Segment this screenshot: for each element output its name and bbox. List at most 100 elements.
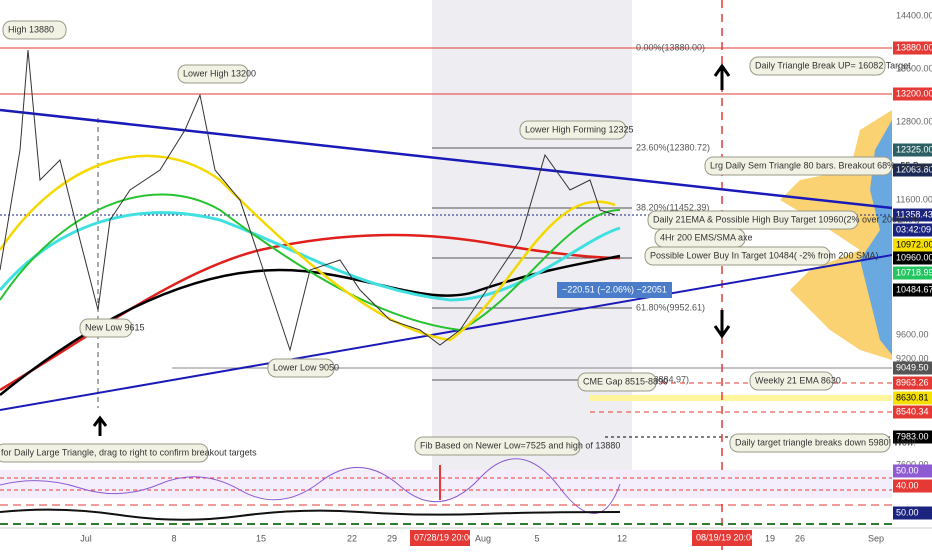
callout [749,56,886,76]
price-tick: 9200.00 [896,353,929,363]
price-badge-label: 10718.99 [896,267,932,277]
time-label: 19 [765,533,775,543]
price-badge-label: 40.00 [896,480,919,490]
price-badge [893,506,932,520]
volume-profile [780,110,892,360]
callout-text: 4Hr 200 EMS/SMA axe [660,232,753,242]
fib-label: 61.80%(9952.61) [636,302,705,312]
price-badge-label: 9049.50 [896,362,929,372]
ma-green [0,193,621,332]
price-badge [893,376,932,390]
volume-profile [860,120,892,355]
callout-text: Lower Low 9050 [273,362,339,372]
time-badge-label: 08/19/19 20:00 [696,532,756,542]
price-tick: 11600.00 [896,194,932,204]
price-badge-label: 03:42:09 [896,224,931,234]
time-label: Sep [868,533,884,543]
price-tick: 13600.00 [896,63,932,73]
measure-box [557,282,672,298]
callout [644,246,831,266]
fib-label: 23.60%(12380.72) [636,142,710,152]
callout-text: Lower High Forming 12325 [525,124,634,134]
price-badge [893,223,932,237]
price-badge [893,391,932,405]
callout-text: Possible Lower Buy In Target 10484( -2% … [650,250,878,260]
callout-text: Weekly 21 EMA 8630 [755,375,841,385]
triangle-lower [0,254,893,411]
price-badge [893,266,932,280]
callout [0,443,209,463]
callout [79,318,133,338]
time-label: 22 [347,533,357,543]
callout-text: Fib Based on Newer Low=7525 and high of … [420,440,620,450]
price-badge [893,430,932,444]
measure-label: −220.51 (−2.06%) −22051 [562,284,667,294]
price-badge-label: 10972.00 [896,239,932,249]
time-badge [692,530,752,546]
price-tick: 14400.00 [896,10,932,20]
price-badge [893,41,932,55]
callout [2,20,67,40]
rsi-line [0,458,621,514]
osc-line [0,508,621,521]
price-tick: 9600.00 [896,329,929,339]
callout-text: for Daily Large Triangle, drag to right … [1,447,257,457]
price-badge-label: 11358.43 [896,209,932,219]
price-badge [893,464,932,478]
callout [577,372,657,392]
callout [749,371,834,391]
price-badge-label: 10960.00 [896,252,932,262]
fib-label: 38.20%(11452.39) [636,202,709,212]
callout [647,210,859,230]
time-label: 26 [795,533,805,543]
rsi-pane [0,470,892,498]
price-badge-label: 50.00 [896,465,919,475]
price-badge [893,479,932,493]
price-tick: 7600.00 [896,459,929,469]
time-label: 8 [171,533,176,543]
ma-yellow [0,154,616,342]
price-badge [893,361,932,375]
time-label: 29 [387,533,397,543]
arrows [92,63,731,436]
price-badge [893,238,932,252]
price-badge-label: 50.00 [896,507,919,517]
level-band [590,395,892,401]
price-badge [893,208,932,222]
triangle-upper [0,108,893,210]
callout-text: High 13880 [8,24,54,34]
price-badge-label: 8963.26 [896,377,929,387]
price-badge [893,405,932,419]
fib-label: 0.00%(13880.00) [636,42,705,52]
ma-cyan [0,211,621,302]
time-label: 15 [256,533,266,543]
callout [414,436,581,456]
price-badge-label: 12325.00 [896,144,932,154]
price-badge [893,87,932,101]
price-badge-label: 7983.00 [896,431,929,441]
price-badge-label: 12063.80 [896,164,932,174]
price-badge-label: 8630.81 [896,392,929,402]
callout-text: New Low 9615 [85,322,145,332]
price-path [0,49,616,352]
callout-text: Daily target triangle breaks down 5980! … [735,437,916,447]
callout-text: Daily 21EMA & Possible High Buy Target 1… [653,214,919,224]
time-label: 12 [617,533,627,543]
callout-text: Lower High 13200 [183,68,256,78]
callout [519,120,627,140]
range-shade [432,0,632,470]
price-tick: 12800.00 [896,116,932,126]
callout-text: Daily Triangle Break UP= 16082 Target [755,60,911,70]
callout [729,433,891,453]
price-badge-label: 13200.00 [896,88,932,98]
callout [704,156,893,176]
price-badge [893,283,932,297]
callout-text: Lrg Daily Sem Triangle 80 bars. Breakout… [710,160,932,170]
callout [177,64,249,84]
callout-text: CME Gap 8515-8890 [583,376,668,386]
callout [267,358,335,378]
time-label: Jul [80,533,92,543]
time-label: Aug [475,533,491,543]
price-badge [893,251,932,265]
